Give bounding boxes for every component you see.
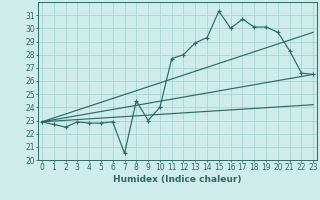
X-axis label: Humidex (Indice chaleur): Humidex (Indice chaleur) [113,175,242,184]
